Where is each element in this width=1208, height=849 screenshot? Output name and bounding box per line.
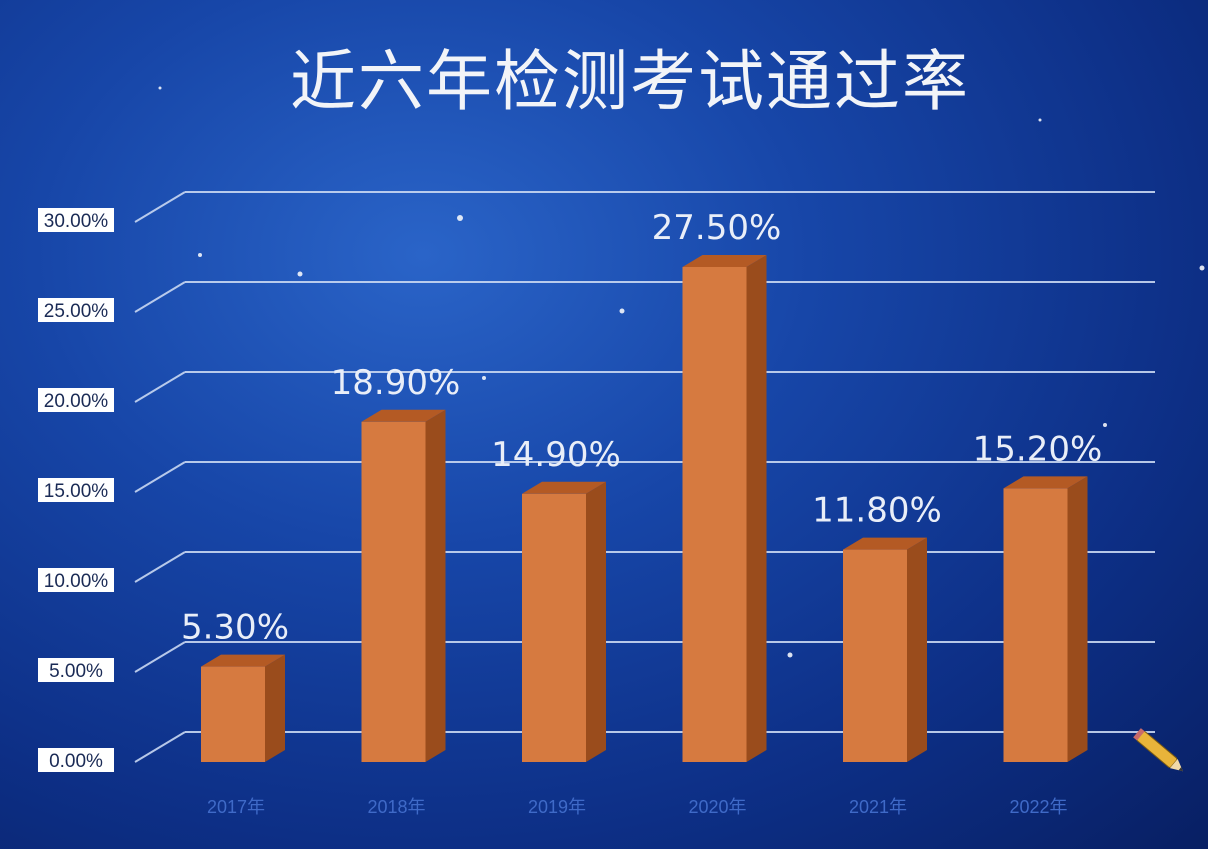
star	[1103, 423, 1107, 427]
y-tick-label: 20.00%	[44, 391, 109, 412]
value-labels: 5.30% 18.90% 14.90% 27.50% 11.80% 15.20%	[181, 208, 1102, 648]
y-tick-label: 15.00%	[44, 481, 109, 502]
data-label: 27.50%	[652, 208, 782, 248]
gridline-perspective	[134, 641, 186, 673]
bar-front	[201, 666, 265, 762]
y-tick-box	[38, 298, 114, 322]
bar-top	[1003, 476, 1088, 489]
gridline-perspective	[134, 371, 186, 403]
bar-side	[586, 481, 606, 762]
bar-2020年	[682, 255, 767, 762]
data-label: 15.20%	[973, 429, 1103, 469]
chart-title: 近六年检测考试通过率	[290, 43, 970, 120]
star	[158, 86, 162, 90]
x-tick-label: 2017年	[207, 797, 265, 817]
y-tick-label: 5.00%	[49, 661, 103, 682]
star	[482, 376, 486, 380]
data-label: 5.30%	[181, 608, 289, 648]
y-tick-box	[38, 748, 114, 772]
bar-top	[201, 654, 285, 667]
x-tick-label: 2019年	[528, 797, 586, 817]
bar-2017年	[201, 654, 285, 762]
x-tick-label: 2018年	[367, 797, 425, 817]
y-tick-label: 30.00%	[44, 211, 109, 232]
gridline-perspective	[134, 191, 186, 223]
x-tick-label: 2020年	[688, 797, 746, 817]
star	[198, 253, 202, 257]
y-tick-box	[38, 388, 114, 412]
bar-front	[361, 421, 426, 762]
star	[1038, 118, 1042, 122]
star	[457, 215, 463, 221]
bar-2019年	[522, 481, 606, 762]
data-label: 14.90%	[491, 435, 621, 475]
bars	[201, 255, 1088, 762]
star	[787, 652, 793, 658]
gridline-perspective	[134, 461, 186, 493]
x-axis: 2017年 2018年 2019年 2020年 2021年 2022年	[207, 797, 1068, 817]
star	[297, 271, 303, 277]
bar-2018年	[361, 409, 446, 762]
bar-side	[265, 654, 285, 762]
bar-top	[361, 409, 446, 422]
bar-front	[682, 267, 747, 762]
bar-side	[907, 537, 927, 762]
y-tick-label: 25.00%	[44, 301, 109, 322]
data-label: 11.80%	[812, 491, 942, 531]
y-tick-box	[38, 568, 114, 592]
data-label: 18.90%	[331, 363, 461, 403]
star	[1199, 265, 1205, 271]
x-tick-label: 2021年	[849, 797, 907, 817]
bar-side	[746, 255, 767, 762]
y-tick-box	[38, 658, 114, 682]
bar-front	[1003, 488, 1068, 762]
background-stars	[158, 86, 1205, 658]
pencil-icon	[1133, 728, 1183, 772]
gridline-perspective	[134, 551, 186, 583]
y-tick-label: 10.00%	[44, 571, 109, 592]
gridline-perspective	[134, 281, 186, 313]
y-tick-box	[38, 208, 114, 232]
y-axis: 0.00% 5.00% 10.00% 15.00% 20.00% 25.00% 30.00%	[38, 208, 114, 772]
bar-2021年	[843, 537, 927, 762]
bar-top	[522, 481, 606, 494]
y-tick-label: 0.00%	[49, 751, 103, 772]
bar-top	[682, 255, 767, 267]
y-tick-box	[38, 478, 114, 502]
star	[619, 308, 625, 314]
bar-side	[425, 409, 446, 762]
x-tick-label: 2022年	[1009, 797, 1067, 817]
bar-side	[1067, 476, 1088, 762]
bar-2022年	[1003, 476, 1088, 762]
grid-lines	[134, 191, 1155, 763]
gridline-perspective	[134, 731, 186, 763]
bar-front	[843, 549, 907, 762]
bar-front	[522, 493, 586, 762]
bar-top	[843, 537, 927, 550]
